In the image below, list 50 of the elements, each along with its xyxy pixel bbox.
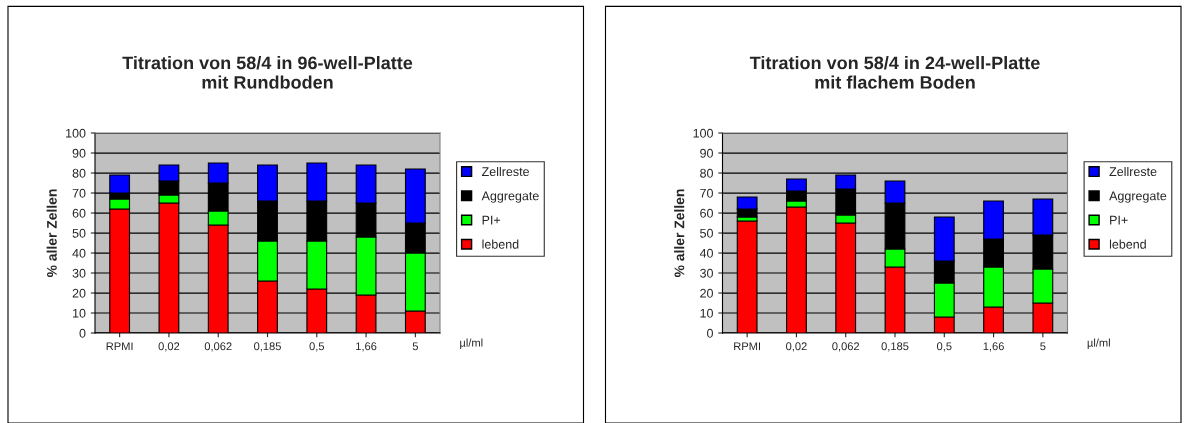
legend-label: Zellreste bbox=[1109, 166, 1157, 177]
y-tick-label: 90 bbox=[700, 148, 713, 158]
x-tick-label: 1,66 bbox=[983, 342, 1004, 352]
x-tick-label: 1,66 bbox=[356, 342, 377, 352]
y-tick-label: 80 bbox=[72, 168, 86, 178]
x-axis-title: µl/ml bbox=[1087, 338, 1110, 349]
y-tick-label: 80 bbox=[700, 168, 713, 178]
y-tick-label: 60 bbox=[72, 208, 86, 218]
y-tick-label: 90 bbox=[72, 148, 86, 158]
x-axis-title: µl/ml bbox=[460, 338, 483, 349]
x-tick-label: 0,062 bbox=[204, 342, 232, 352]
y-tick-label: 20 bbox=[72, 288, 86, 298]
y-tick-label: 30 bbox=[72, 268, 86, 278]
legend-label: Aggregate bbox=[481, 191, 539, 203]
y-tick-label: 40 bbox=[699, 248, 713, 258]
legend-label: Zellreste bbox=[482, 166, 529, 177]
x-tick-label: RPMI bbox=[734, 342, 761, 351]
y-tick-label: 30 bbox=[700, 268, 713, 278]
y-tick-label: 70 bbox=[72, 188, 86, 198]
x-tick-label: 0,185 bbox=[254, 342, 281, 352]
x-tick-label: 0,02 bbox=[158, 342, 180, 352]
legend-label: PI+ bbox=[482, 215, 501, 225]
chart-title: Titration von 58/4 in 24-well-Platte mit flachem Boden bbox=[749, 56, 1040, 89]
y-tick-label: 50 bbox=[72, 228, 86, 238]
y-tick-label: 10 bbox=[73, 308, 86, 318]
y-tick-label: 0 bbox=[79, 328, 86, 338]
x-tick-label: RPMI bbox=[106, 342, 133, 351]
y-axis-title: % aller Zellen bbox=[674, 189, 685, 278]
x-tick-label: 0,02 bbox=[786, 342, 807, 352]
x-tick-label: 0,5 bbox=[937, 342, 952, 352]
y-tick-label: 50 bbox=[700, 228, 713, 238]
y-tick-label: 100 bbox=[66, 128, 86, 138]
y-tick-label: 40 bbox=[72, 248, 86, 258]
y-tick-label: 100 bbox=[693, 128, 713, 138]
legend-label: PI+ bbox=[1110, 215, 1128, 225]
x-tick-label: 0,5 bbox=[309, 342, 325, 352]
legend-label: lebend bbox=[1109, 239, 1146, 249]
legend-label: lebend bbox=[482, 239, 519, 249]
y-axis-title: % aller Zellen bbox=[46, 189, 57, 278]
chart-title: Titration von 58/4 in 96-well-Platte mit Rundboden bbox=[122, 56, 413, 89]
y-tick-label: 70 bbox=[700, 188, 713, 198]
x-tick-label: 5 bbox=[412, 342, 418, 351]
y-tick-label: 10 bbox=[700, 308, 713, 318]
x-tick-label: 0,185 bbox=[881, 342, 909, 352]
legend-label: Aggregate bbox=[1109, 191, 1167, 203]
y-tick-label: 20 bbox=[700, 288, 713, 298]
x-tick-label: 5 bbox=[1040, 342, 1046, 351]
y-tick-label: 60 bbox=[700, 208, 713, 218]
y-tick-label: 0 bbox=[707, 328, 713, 338]
x-tick-label: 0,062 bbox=[832, 342, 860, 352]
